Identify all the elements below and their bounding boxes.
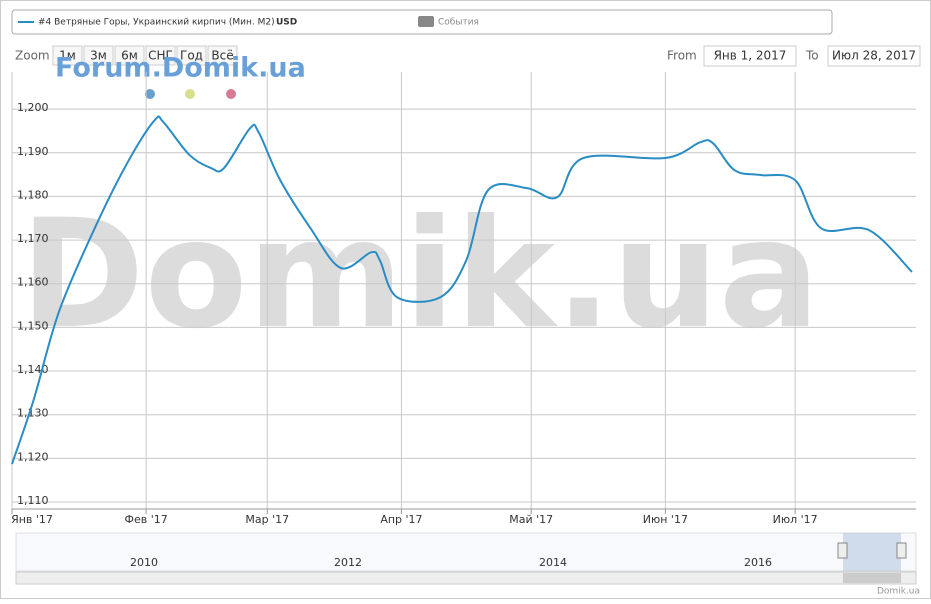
navigator-year: 2012 <box>334 556 362 569</box>
dot <box>145 89 155 99</box>
credits[interactable]: Domik.ua <box>877 587 920 597</box>
from-value[interactable]: Янв 1, 2017 <box>714 49 787 63</box>
y-tick-label: 1,120 <box>17 450 49 463</box>
y-tick-label: 1,130 <box>17 407 49 420</box>
navigator-mask[interactable] <box>843 533 901 571</box>
legend-unit: USD <box>276 18 297 28</box>
series-line <box>11 115 913 465</box>
navigator-year: 2010 <box>130 556 158 569</box>
range-button[interactable] <box>83 45 114 66</box>
x-tick-label: Фев '17 <box>125 513 168 526</box>
to-value[interactable]: Июл 28, 2017 <box>832 49 916 63</box>
range-button[interactable] <box>176 45 207 66</box>
forum-watermark: Forum.Domik.ua <box>55 53 306 84</box>
range-button-label[interactable]: Год <box>180 49 203 63</box>
legend-events[interactable]: События <box>438 18 479 28</box>
x-tick-label: Июн '17 <box>643 513 688 526</box>
y-tick-label: 1,200 <box>17 101 49 114</box>
from-label: From <box>667 49 697 63</box>
to-label: To <box>805 49 819 63</box>
range-button-label[interactable]: 3м <box>90 49 107 63</box>
range-button-label[interactable]: СНГ <box>148 49 173 63</box>
y-tick-label: 1,160 <box>17 276 49 289</box>
x-tick-label: Май '17 <box>509 513 553 526</box>
scrollbar-thumb[interactable] <box>843 573 901 583</box>
navigator[interactable] <box>15 532 917 572</box>
legend-label[interactable]: #4 Ветряные Горы, Украинский кирпич (Мин… <box>38 18 275 28</box>
x-tick-label: Янв '17 <box>11 513 53 526</box>
y-tick-label: 1,190 <box>17 145 49 158</box>
from-input[interactable] <box>703 45 797 67</box>
handle[interactable] <box>837 542 848 559</box>
range-button[interactable] <box>52 45 83 66</box>
y-tick-label: 1,180 <box>17 188 49 201</box>
handle[interactable] <box>896 542 907 559</box>
dot <box>226 89 236 99</box>
x-tick-label: Апр '17 <box>380 513 422 526</box>
zoom-label: Zoom <box>15 49 50 63</box>
navigator-year: 2016 <box>744 556 772 569</box>
watermark: Domik.ua <box>20 188 820 362</box>
navigator-year: 2014 <box>539 556 567 569</box>
range-button[interactable] <box>207 45 238 66</box>
range-button-label[interactable]: Всё <box>211 49 233 63</box>
y-tick-label: 1,150 <box>17 319 49 332</box>
range-button-label[interactable]: 6м <box>121 49 138 63</box>
x-tick-label: Июл '17 <box>773 513 818 526</box>
y-tick-label: 1,170 <box>17 232 49 245</box>
scrollbar[interactable] <box>15 571 917 585</box>
to-input[interactable] <box>827 45 921 67</box>
y-tick-label: 1,110 <box>17 494 49 507</box>
x-tick-label: Мар '17 <box>245 513 289 526</box>
events-swatch <box>418 16 434 27</box>
range-button-label[interactable]: 1м <box>59 49 76 63</box>
dot <box>185 89 195 99</box>
range-button[interactable] <box>145 45 176 66</box>
range-button[interactable] <box>114 45 145 66</box>
